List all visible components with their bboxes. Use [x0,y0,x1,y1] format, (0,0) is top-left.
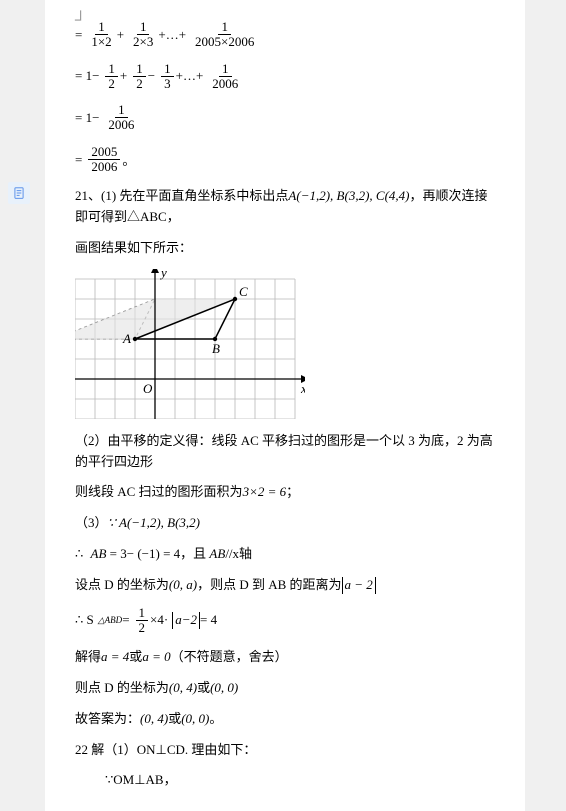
q21-text-1: 21、(1) 先在平面直角坐标系中标出点A(−1,2), B(3,2), C(4… [75,186,495,228]
svg-text:x: x [300,381,305,396]
q21-part3-b: ∴ AB = 3− (−1) = 4，且 AB//x轴 [75,544,495,565]
q21-answer: 故答案为：(0, 4)或(0, 0)。 [75,709,495,730]
coordinate-grid: y x O A B C [75,269,495,419]
document-icon [12,186,26,200]
equation-line-2: = 1− 12 + 12 − 13 +…+ 12006 [75,62,495,92]
q21-solve: 解得a = 4或a = 0（不符题意，舍去） [75,647,495,668]
equation-line-3: = 1− 12006 [75,103,495,133]
svg-text:B: B [212,341,220,356]
cursor-mark: ┘ [75,12,86,30]
svg-text:A: A [122,331,131,346]
q21-area-eq: ∴ S△ABD = 12 ×4·a−2 = 4 [75,606,495,636]
q21-part2-a: （2）由平移的定义得：线段 AC 平移扫过的图形是一个以 3 为底，2 为高的平… [75,431,495,473]
svg-text:O: O [143,381,153,396]
q21-text-2: 画图结果如下所示： [75,238,495,259]
svg-text:y: y [159,269,167,280]
svg-text:C: C [239,284,248,299]
equation-line-1: = 11×2 + 12×3 +…+ 12005×2006 [75,20,495,50]
q21-part2-b: 则线段 AC 扫过的图形面积为3×2 = 6； [75,482,495,503]
q22-line2: ∵OM⊥AB， [105,770,495,791]
q21-part3-c: 设点 D 的坐标为(0, a)，则点 D 到 AB 的距离为a − 2 [75,575,495,596]
sidebar-doc-icon[interactable] [8,182,30,204]
document-page: = 11×2 + 12×3 +…+ 12005×2006 = 1− 12 + 1… [45,0,525,811]
equation-line-4: = 20052006 。 [75,145,495,175]
q21-part3-a: （3）∵ A(−1,2), B(3,2) [75,513,495,534]
q21-d-coord: 则点 D 的坐标为(0, 4)或(0, 0) [75,678,495,699]
q22-line1: 22 解（1）ON⊥CD. 理由如下： [75,740,495,761]
grid-svg: y x O A B C [75,269,305,419]
